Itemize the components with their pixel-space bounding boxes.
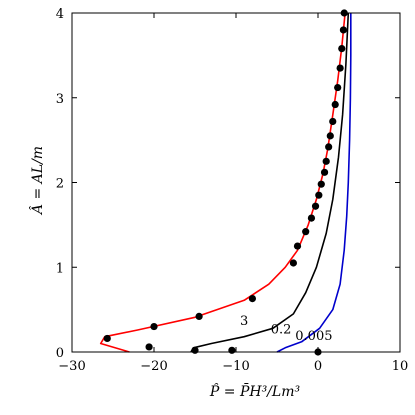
data-point [334, 83, 342, 92]
data-point [195, 312, 203, 321]
data-point [339, 26, 348, 34]
data-point [315, 191, 323, 199]
y-tick-label: 2 [56, 177, 64, 192]
data-point [302, 228, 310, 236]
data-point [320, 168, 329, 176]
data-point [336, 64, 344, 72]
curve-label: 3 [240, 314, 248, 329]
y-tick-label: 4 [56, 7, 64, 22]
y-tick-label: 0 [56, 346, 64, 361]
data-point [326, 132, 334, 140]
data-point [145, 343, 153, 351]
x-tick-label: 10 [392, 359, 409, 374]
data-point [103, 334, 111, 343]
y-tick-label: 1 [56, 261, 64, 276]
data-point [311, 202, 320, 210]
series-line [99, 12, 346, 353]
data-point [338, 44, 346, 53]
y-tick-label: 3 [56, 92, 64, 107]
curve-label: 0.005 [295, 329, 332, 344]
x-tick-label: −20 [140, 359, 167, 374]
data-point [248, 295, 256, 303]
data-point [150, 322, 158, 331]
x-tick-label: −30 [58, 359, 85, 374]
data-point [289, 259, 297, 267]
x-tick-label: 0 [314, 359, 322, 374]
data-point [325, 143, 333, 151]
data-point [331, 100, 339, 109]
y-axis-label: Â = AL/m [28, 146, 46, 216]
data-point [322, 157, 330, 165]
data-point [317, 180, 325, 188]
data-point [307, 214, 316, 222]
series-line [190, 12, 350, 353]
curve-label: 0.2 [271, 322, 292, 337]
x-tick-label: −10 [222, 359, 249, 374]
x-axis-label: P̂ = P̄H³/Lm³ [209, 382, 301, 400]
data-point [293, 242, 302, 250]
data-point [329, 117, 337, 126]
data-point [228, 346, 236, 354]
series-line [276, 13, 352, 353]
